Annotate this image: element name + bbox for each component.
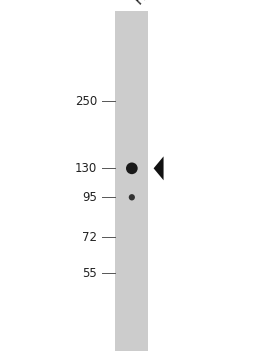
Ellipse shape xyxy=(129,194,135,201)
Text: 130: 130 xyxy=(75,162,97,175)
Text: 95: 95 xyxy=(82,191,97,204)
Bar xyxy=(115,11,148,351)
Text: 250: 250 xyxy=(75,95,97,108)
Text: 55: 55 xyxy=(82,267,97,280)
Ellipse shape xyxy=(126,163,138,174)
Text: 72: 72 xyxy=(82,231,97,244)
Text: HepG2: HepG2 xyxy=(132,0,175,7)
Polygon shape xyxy=(154,156,164,180)
